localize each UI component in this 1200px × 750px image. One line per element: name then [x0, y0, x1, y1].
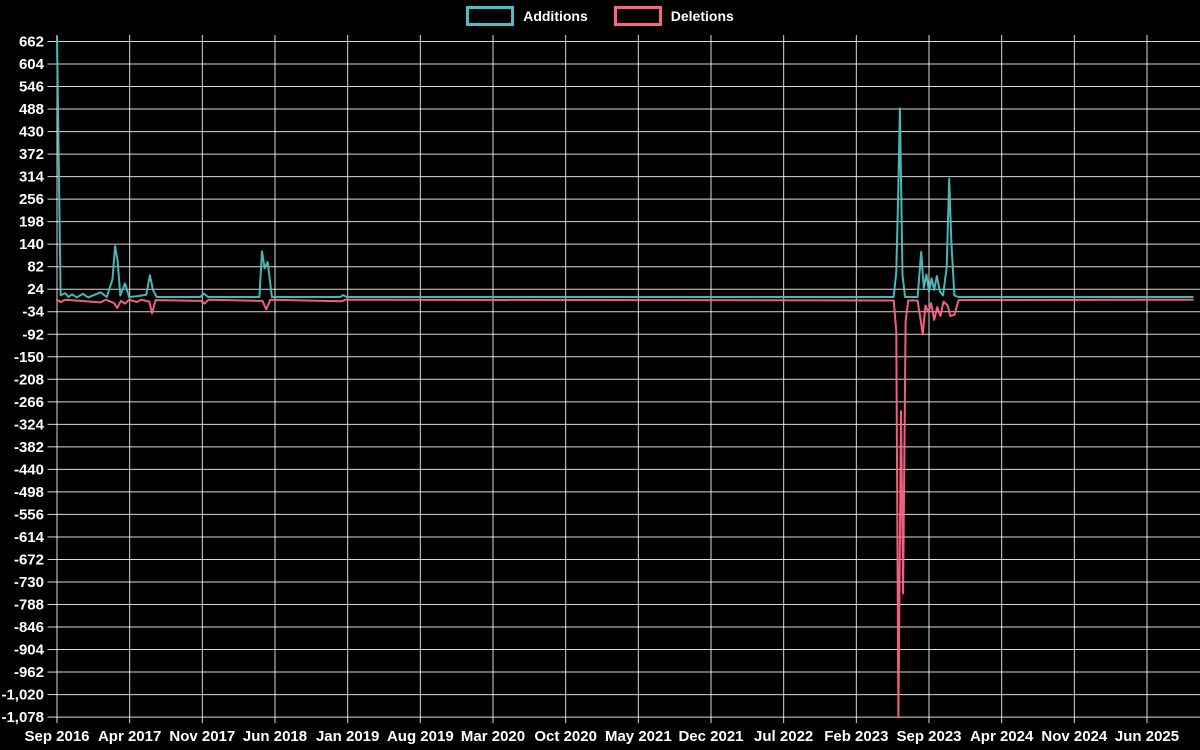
y-tick-label: -846: [14, 619, 44, 636]
y-tick-label: -962: [14, 664, 44, 681]
y-tick-label: -266: [14, 394, 44, 411]
y-tick-label: 24: [27, 281, 44, 298]
y-tick-label: -1,020: [1, 687, 44, 704]
y-tick-label: -672: [14, 551, 44, 568]
x-tick-label: Sep 2023: [896, 728, 961, 745]
y-tick-label: -150: [14, 349, 44, 366]
y-tick-label: 314: [19, 169, 45, 186]
additions-swatch-icon: [466, 6, 515, 26]
deletions-swatch-icon: [613, 6, 662, 26]
x-tick-label: Sep 2016: [24, 728, 89, 745]
x-tick-label: Aug 2019: [387, 728, 454, 745]
y-tick-label: 546: [19, 79, 44, 96]
x-tick-label: Jul 2022: [754, 728, 813, 745]
legend-item-deletions[interactable]: Deletions: [613, 6, 734, 26]
x-tick-label: Nov 2017: [169, 728, 235, 745]
y-tick-label: 488: [19, 101, 44, 118]
additions-line: [56, 35, 1194, 299]
y-tick-label: -440: [14, 461, 44, 478]
y-tick-label: -34: [22, 304, 44, 321]
y-tick-label: -788: [14, 597, 44, 614]
y-tick-label: 198: [19, 214, 44, 231]
x-tick-label: Feb 2023: [824, 728, 888, 745]
x-tick-label: Mar 2020: [461, 728, 525, 745]
x-tick-label: Apr 2017: [98, 728, 161, 745]
y-tick-label: 662: [19, 34, 44, 51]
x-tick-label: Apr 2024: [970, 728, 1034, 745]
legend-label-additions: Additions: [523, 8, 588, 24]
y-tick-label: 372: [19, 146, 44, 163]
y-tick-label: 430: [19, 124, 44, 141]
y-tick-label: -730: [14, 574, 44, 591]
y-tick-label: -498: [14, 484, 44, 501]
x-tick-label: Jun 2025: [1115, 728, 1179, 745]
x-tick-label: Jan 2019: [316, 728, 379, 745]
y-tick-label: -1,078: [1, 709, 44, 726]
y-tick-label: -904: [14, 642, 45, 659]
legend-item-additions[interactable]: Additions: [466, 6, 588, 26]
deletions-line: [56, 298, 1194, 719]
legend-label-deletions: Deletions: [670, 8, 734, 24]
y-tick-label: -614: [14, 529, 45, 546]
x-tick-label: Dec 2021: [678, 728, 743, 745]
y-tick-label: -92: [22, 326, 44, 343]
x-tick-label: Jun 2018: [243, 728, 307, 745]
y-tick-label: -382: [14, 439, 44, 456]
y-tick-label: 82: [27, 259, 44, 276]
y-tick-label: -324: [14, 416, 45, 433]
y-tick-label: 604: [19, 56, 45, 73]
y-tick-label: -556: [14, 506, 44, 523]
y-tick-label: -208: [14, 371, 44, 388]
x-tick-label: May 2021: [605, 728, 672, 745]
x-tick-label: Oct 2020: [534, 728, 597, 745]
y-tick-label: 256: [19, 191, 44, 208]
y-tick-label: 140: [19, 236, 44, 253]
chart-legend: Additions Deletions: [0, 6, 1200, 26]
x-tick-label: Nov 2024: [1041, 728, 1108, 745]
